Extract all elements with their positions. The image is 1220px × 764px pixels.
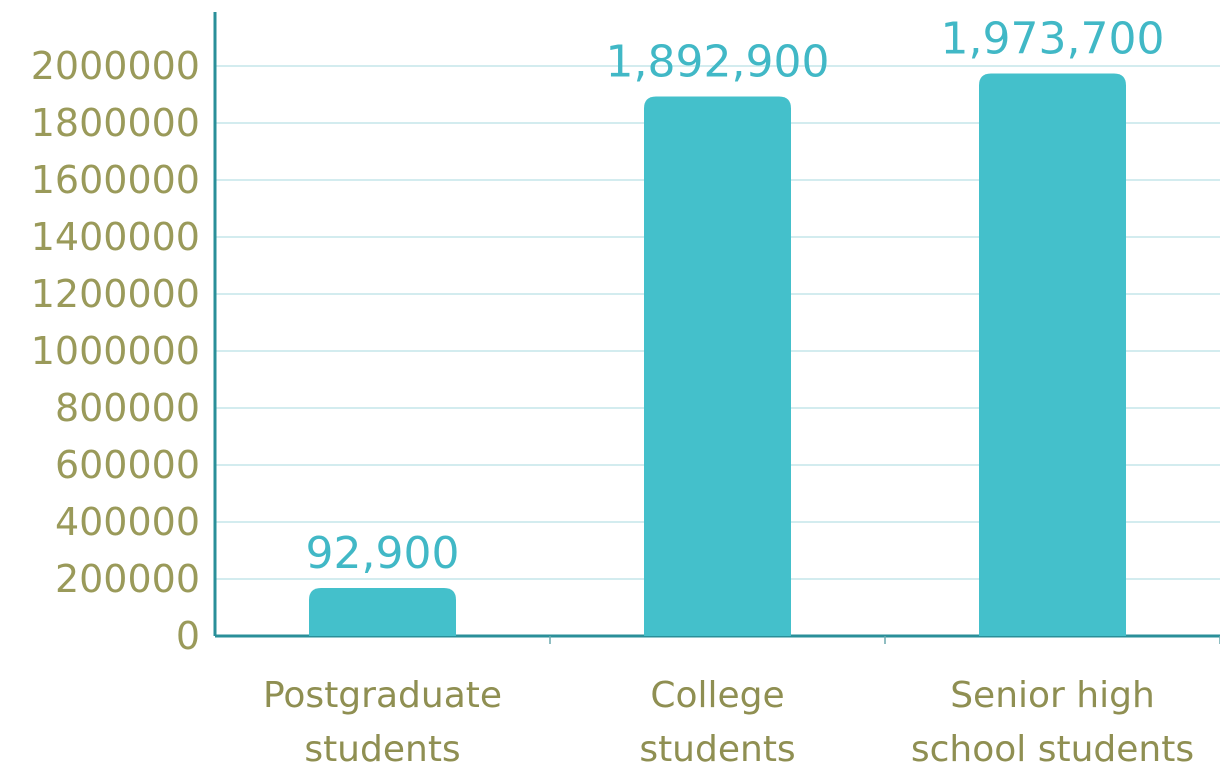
y-tick-label-3: 600000 bbox=[55, 443, 200, 487]
bar-2 bbox=[979, 73, 1126, 637]
category-label-0-line-1: students bbox=[304, 729, 460, 764]
bar-1 bbox=[644, 96, 791, 636]
data-label-2: 1,973,700 bbox=[941, 13, 1165, 64]
y-tick-label-4: 800000 bbox=[55, 386, 200, 430]
category-label-2-line-0: Senior high bbox=[950, 675, 1155, 716]
y-tick-label-9: 1800000 bbox=[31, 101, 200, 145]
category-label-2-line-1: school students bbox=[911, 729, 1194, 764]
y-tick-label-10: 2000000 bbox=[31, 44, 200, 88]
y-tick-label-0: 0 bbox=[176, 614, 200, 658]
category-label-0-line-0: Postgraduate bbox=[263, 675, 502, 716]
bar-0 bbox=[309, 588, 456, 636]
category-label-1-line-0: College bbox=[650, 675, 784, 716]
y-tick-label-1: 200000 bbox=[55, 557, 200, 601]
y-tick-label-8: 1600000 bbox=[31, 158, 200, 202]
y-tick-label-5: 1000000 bbox=[31, 329, 200, 373]
y-tick-label-2: 400000 bbox=[55, 500, 200, 544]
data-label-0: 92,900 bbox=[306, 528, 460, 579]
y-tick-label-6: 1200000 bbox=[31, 272, 200, 316]
y-tick-label-7: 1400000 bbox=[31, 215, 200, 259]
data-label-1: 1,892,900 bbox=[606, 37, 830, 88]
category-label-1-line-1: students bbox=[639, 729, 795, 764]
